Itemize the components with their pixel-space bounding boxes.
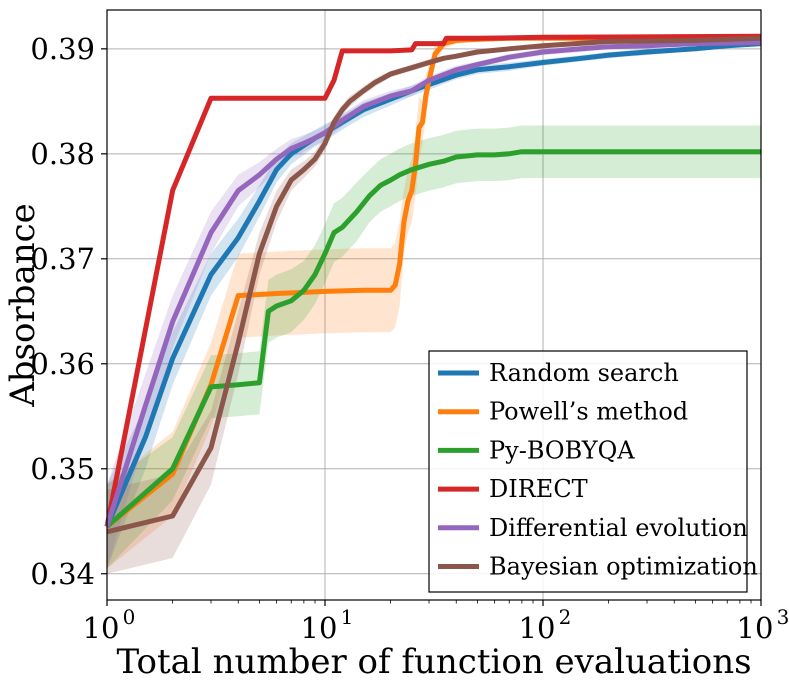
legend-entry-1: Powell’s method <box>489 398 688 426</box>
series-line-2 <box>105 149 761 529</box>
y-tick-label: 0.36 <box>30 347 95 381</box>
legend-entry-3: DIRECT <box>489 475 588 503</box>
axis-ticks: 10 0 10 1 10 2 10 30.340.350.360.370.380.39 <box>30 32 789 645</box>
y-tick-label: 0.38 <box>30 137 95 171</box>
series-line-0 <box>104 41 762 528</box>
x-tick-label: 10 <box>301 611 338 645</box>
y-tick-label: 0.34 <box>30 557 95 591</box>
band-4 <box>107 40 761 569</box>
x-tick-label: 10 <box>737 611 774 645</box>
y-tick-label: 0.35 <box>30 452 95 486</box>
band-0 <box>107 41 761 569</box>
x-tick-exponent: 0 <box>123 605 136 629</box>
series-line-3 <box>104 33 762 527</box>
band-2 <box>107 125 761 569</box>
legend-entry-0: Random search <box>489 359 679 387</box>
x-tick-label: 10 <box>519 611 556 645</box>
x-axis-label: Total number of function evaluations <box>116 642 751 682</box>
x-tick-label: 10 <box>83 611 120 645</box>
plot-frame <box>106 9 762 601</box>
legend-box <box>428 350 748 593</box>
series-line-4 <box>104 40 762 528</box>
x-tick-exponent: 2 <box>559 605 572 629</box>
band-5 <box>107 36 761 574</box>
legend: Random search Powell’s method Py-BOBYQA DIR… <box>428 350 758 593</box>
series-lines <box>104 33 762 535</box>
legend-entry-5: Bayesian optimization <box>489 553 758 581</box>
series-line-5 <box>106 35 762 535</box>
x-tick-exponent: 3 <box>777 605 789 629</box>
y-tick-label: 0.37 <box>30 242 95 276</box>
x-tick-exponent: 1 <box>341 605 354 629</box>
legend-entry-4: Differential evolution <box>489 514 748 542</box>
y-axis-label: Absorbance <box>3 203 43 408</box>
legend-entry-2: Py-BOBYQA <box>489 436 635 464</box>
y-tick-label: 0.39 <box>30 32 95 66</box>
